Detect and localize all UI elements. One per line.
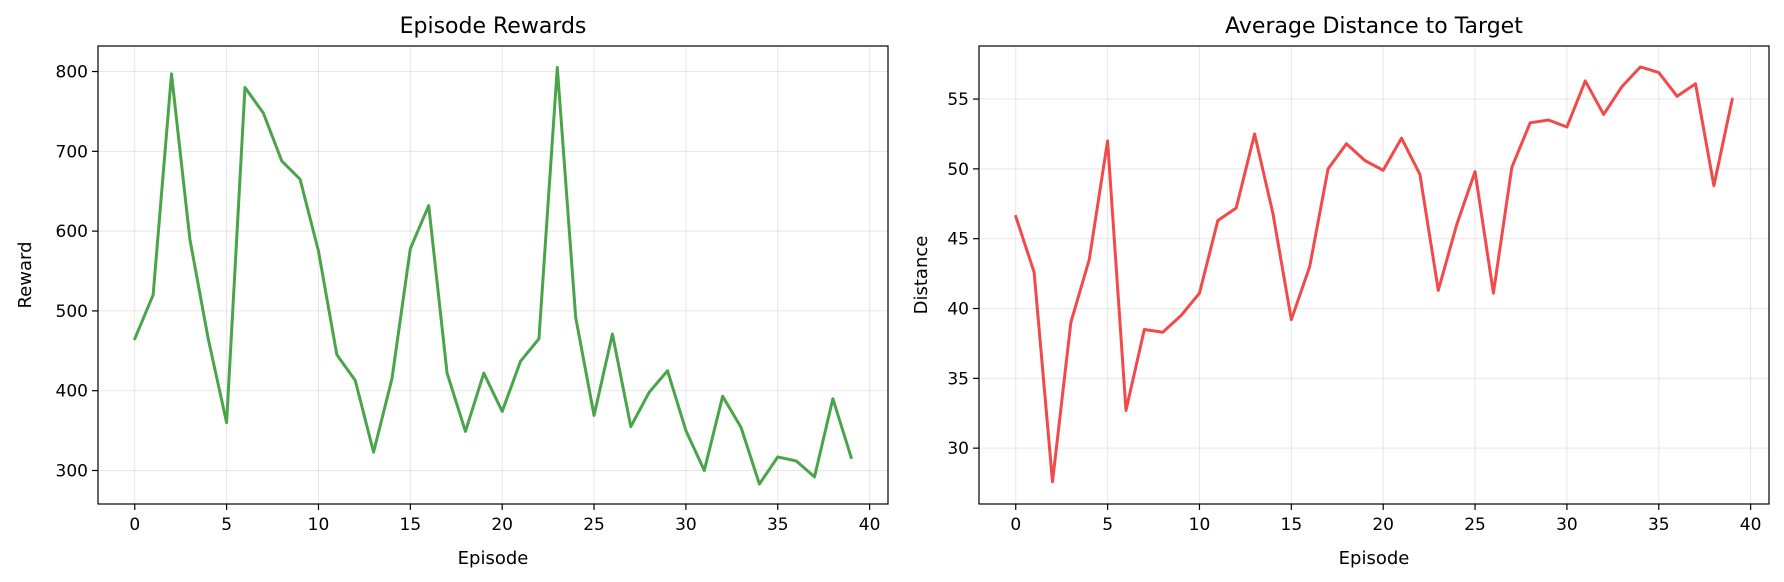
y-tick-label: 500 [56, 302, 88, 322]
plot-frame-distance [978, 45, 1770, 505]
x-tick-label: 40 [1740, 515, 1762, 535]
y-tick-label: 55 [947, 90, 969, 110]
x-tick-label: 10 [1189, 515, 1211, 535]
chart-average-distance: 0 5 10 15 20 25 30 35 40 30 35 40 45 50 55 Average Di… [911, 14, 1770, 569]
x-tick-label: 20 [1372, 515, 1394, 535]
plot-area-distance [979, 46, 1769, 504]
y-axis-label-rewards: Reward [15, 241, 36, 308]
x-tick-label: 30 [1556, 515, 1578, 535]
y-tick-label: 800 [56, 63, 88, 83]
x-tick-label: 15 [400, 515, 422, 535]
plot-frame-rewards [97, 45, 889, 505]
x-tick-label: 15 [1281, 515, 1303, 535]
y-tick-label: 600 [56, 222, 88, 242]
y-tick-label: 45 [947, 230, 969, 250]
y-tick-label: 40 [947, 300, 969, 320]
x-tick-label: 10 [308, 515, 330, 535]
x-tick-label: 25 [583, 515, 605, 535]
x-tick-label: 25 [1464, 515, 1486, 535]
x-ticks-rewards: 0 5 10 15 20 25 30 35 40 [129, 504, 880, 535]
x-tick-label: 35 [1648, 515, 1670, 535]
chart-title-distance: Average Distance to Target [1225, 14, 1523, 39]
x-ticks-distance: 0 5 10 15 20 25 30 35 40 [1010, 504, 1761, 535]
x-tick-label: 5 [1102, 515, 1113, 535]
x-tick-label: 30 [675, 515, 697, 535]
y-ticks-distance: 30 35 40 45 50 55 [947, 90, 979, 459]
chart-episode-rewards: 0 5 10 15 20 25 30 35 40 300 400 500 600 700 800 Epis… [15, 14, 889, 569]
x-tick-label: 0 [1010, 515, 1021, 535]
series-line-distance [1014, 65, 1734, 484]
y-tick-label: 400 [56, 382, 88, 402]
series-line-rewards [133, 66, 853, 486]
plot-area-rewards [98, 46, 888, 504]
y-tick-label: 300 [56, 461, 88, 481]
x-tick-label: 20 [491, 515, 513, 535]
x-tick-label: 0 [129, 515, 140, 535]
y-tick-label: 35 [947, 369, 969, 389]
x-axis-label-distance: Episode [1339, 548, 1410, 569]
y-tick-label: 50 [947, 160, 969, 180]
y-tick-label: 30 [947, 439, 969, 459]
grid-distance [979, 46, 1769, 504]
x-tick-label: 35 [767, 515, 789, 535]
x-axis-label-rewards: Episode [458, 548, 529, 569]
y-tick-label: 700 [56, 142, 88, 162]
x-tick-label: 40 [859, 515, 881, 535]
x-tick-label: 5 [221, 515, 232, 535]
y-axis-label-distance: Distance [911, 236, 932, 315]
chart-title-rewards: Episode Rewards [400, 14, 587, 39]
y-ticks-rewards: 300 400 500 600 700 800 [56, 63, 98, 481]
